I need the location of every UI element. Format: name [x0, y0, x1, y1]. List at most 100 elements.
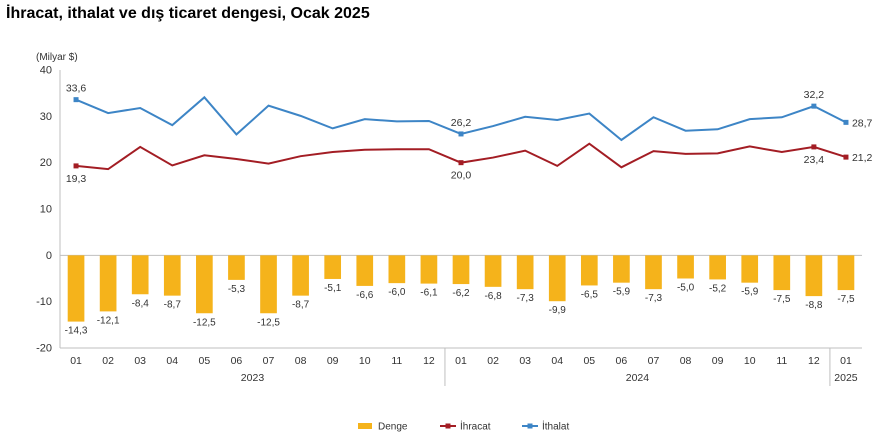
- bar-denge: [805, 255, 823, 297]
- point-ihracat: [458, 160, 464, 166]
- point-ihracat: [843, 154, 849, 160]
- y-tick-label: 40: [40, 65, 52, 77]
- bar-denge: [645, 255, 662, 290]
- bar-denge: [452, 255, 470, 285]
- bar-value-label: -8,7: [292, 300, 310, 311]
- legend-swatch-denge: [358, 423, 372, 429]
- legend-swatch-marker: [527, 423, 533, 429]
- bar-value-label: -12,5: [257, 317, 280, 328]
- bar-denge: [516, 255, 534, 290]
- year-label: 2025: [834, 372, 858, 384]
- x-tick-label: 07: [263, 355, 275, 367]
- bar-value-label: -7,3: [517, 293, 535, 304]
- x-tick-label: 06: [231, 355, 243, 367]
- x-tick-label: 03: [134, 355, 146, 367]
- chart-title: İhracat, ithalat ve dış ticaret dengesi,…: [6, 5, 370, 22]
- y-axis-label: (Milyar $): [36, 52, 78, 63]
- x-tick-label: 05: [583, 355, 595, 367]
- bar-value-label: -7,3: [645, 293, 663, 304]
- bar-value-label: -6,5: [581, 289, 599, 300]
- x-tick-label: 09: [327, 355, 339, 367]
- x-tick-label: 01: [70, 355, 82, 367]
- bar-value-label: -5,9: [613, 287, 631, 298]
- bar-value-label: -8,7: [164, 300, 182, 311]
- bar-denge: [163, 255, 181, 296]
- legend-label: Denge: [378, 422, 408, 433]
- bar-value-label: -5,1: [324, 283, 342, 294]
- bar-value-label: -5,2: [709, 283, 727, 294]
- bar-denge: [709, 255, 726, 280]
- bar-value-label: -5,3: [228, 284, 246, 295]
- point-ithalat: [458, 131, 464, 137]
- x-tick-label: 08: [680, 355, 692, 367]
- line-value-label: 28,7: [852, 117, 873, 129]
- point-ithalat: [73, 97, 79, 103]
- bar-value-label: -8,8: [805, 300, 823, 311]
- line-value-label: 20,0: [451, 170, 472, 182]
- bar-denge: [677, 255, 694, 279]
- line-value-label: 19,3: [66, 173, 87, 185]
- point-ihracat: [73, 163, 79, 169]
- bar-value-label: -6,0: [388, 287, 406, 298]
- x-tick-label: 06: [616, 355, 628, 367]
- bar-denge: [356, 255, 374, 286]
- x-tick-label: 08: [295, 355, 307, 367]
- bar-value-label: -14,3: [65, 326, 88, 337]
- y-tick-label: 0: [46, 250, 52, 262]
- bar-denge: [741, 255, 759, 283]
- legend-swatch-marker: [445, 423, 451, 429]
- bar-denge: [837, 255, 855, 291]
- line-value-label: 23,4: [804, 154, 825, 166]
- bar-value-label: -6,1: [420, 288, 438, 299]
- x-tick-label: 02: [102, 355, 114, 367]
- y-tick-label: 30: [40, 111, 52, 123]
- bar-denge: [131, 255, 149, 295]
- point-ihracat: [811, 144, 817, 150]
- x-tick-label: 03: [519, 355, 531, 367]
- bar-denge: [228, 255, 245, 280]
- point-ithalat: [811, 103, 817, 109]
- bar-denge: [292, 255, 309, 296]
- bar-value-label: -9,9: [549, 305, 567, 316]
- x-tick-label: 12: [423, 355, 435, 367]
- x-tick-label: 11: [391, 355, 402, 367]
- bar-denge: [613, 255, 630, 283]
- point-ithalat: [843, 119, 849, 125]
- bar-denge: [388, 255, 406, 284]
- x-tick-label: 01: [455, 355, 467, 367]
- bar-denge: [580, 255, 598, 286]
- bar-value-label: -12,5: [193, 317, 216, 328]
- bar-denge: [548, 255, 566, 302]
- x-tick-label: 12: [808, 355, 820, 367]
- line-value-label: 21,2: [852, 152, 873, 164]
- x-tick-label: 09: [712, 355, 724, 367]
- bar-value-label: -7,5: [773, 294, 791, 305]
- line-ihracat: [75, 142, 847, 171]
- bar-value-label: -5,9: [741, 287, 759, 298]
- line-value-label: 26,2: [451, 117, 472, 129]
- bar-denge: [420, 255, 438, 284]
- y-tick-label: -20: [36, 343, 52, 355]
- bar-value-label: -8,4: [132, 298, 150, 309]
- x-tick-label: 04: [166, 355, 178, 367]
- x-tick-label: 10: [744, 355, 756, 367]
- x-tick-label: 07: [648, 355, 660, 367]
- bar-value-label: -6,6: [356, 290, 374, 301]
- bar-value-label: -7,5: [837, 294, 855, 305]
- bar-value-label: -6,8: [484, 291, 502, 302]
- bar-value-label: -6,2: [452, 288, 470, 299]
- line-value-label: 32,2: [804, 89, 825, 101]
- year-label: 2024: [626, 372, 650, 384]
- x-tick-label: 01: [840, 355, 852, 367]
- line-value-label: 33,6: [66, 83, 87, 95]
- legend-label: İthalat: [542, 420, 569, 433]
- legend-label: İhracat: [460, 420, 491, 433]
- bar-denge: [196, 255, 213, 314]
- bar-value-label: -5,0: [677, 283, 695, 294]
- x-tick-label: 10: [359, 355, 371, 367]
- bar-denge: [260, 255, 277, 314]
- bar-denge: [324, 255, 342, 279]
- y-tick-label: -10: [36, 296, 52, 308]
- bar-denge: [484, 255, 502, 287]
